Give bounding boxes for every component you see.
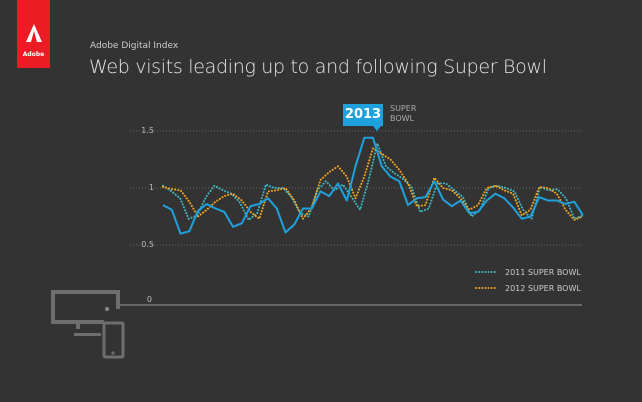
y-tick-label: 1.5	[141, 126, 154, 135]
y-tick-label: 0	[147, 295, 152, 304]
adobe-a-icon	[26, 24, 42, 42]
annotation-label-line1: SUPER	[390, 104, 417, 113]
adobe-logo: Adobe	[17, 0, 50, 68]
y-tick-label: 1	[149, 183, 154, 192]
legend-label: 2012 SUPER BOWL	[505, 284, 581, 293]
logo-text: Adobe	[22, 51, 45, 58]
chart-subtitle: Adobe Digital Index	[90, 41, 179, 51]
y-tick-label: 0.5	[141, 240, 154, 249]
annotation-pointer	[373, 126, 381, 131]
chart-title: Web visits leading up to and following S…	[89, 56, 547, 78]
series-line-2011-super-bowl	[162, 142, 584, 221]
desktop-and-mobile-icon	[51, 290, 125, 359]
annotation-2013: 2013	[343, 104, 383, 126]
legend: 2011 SUPER BOWL 2012 SUPER BOWL	[475, 268, 581, 293]
annotation-label: SUPER BOWL	[390, 104, 430, 124]
annotation-label-line2: BOWL	[390, 114, 415, 123]
legend-label: 2011 SUPER BOWL	[505, 268, 581, 277]
series-line-2013	[162, 136, 584, 235]
